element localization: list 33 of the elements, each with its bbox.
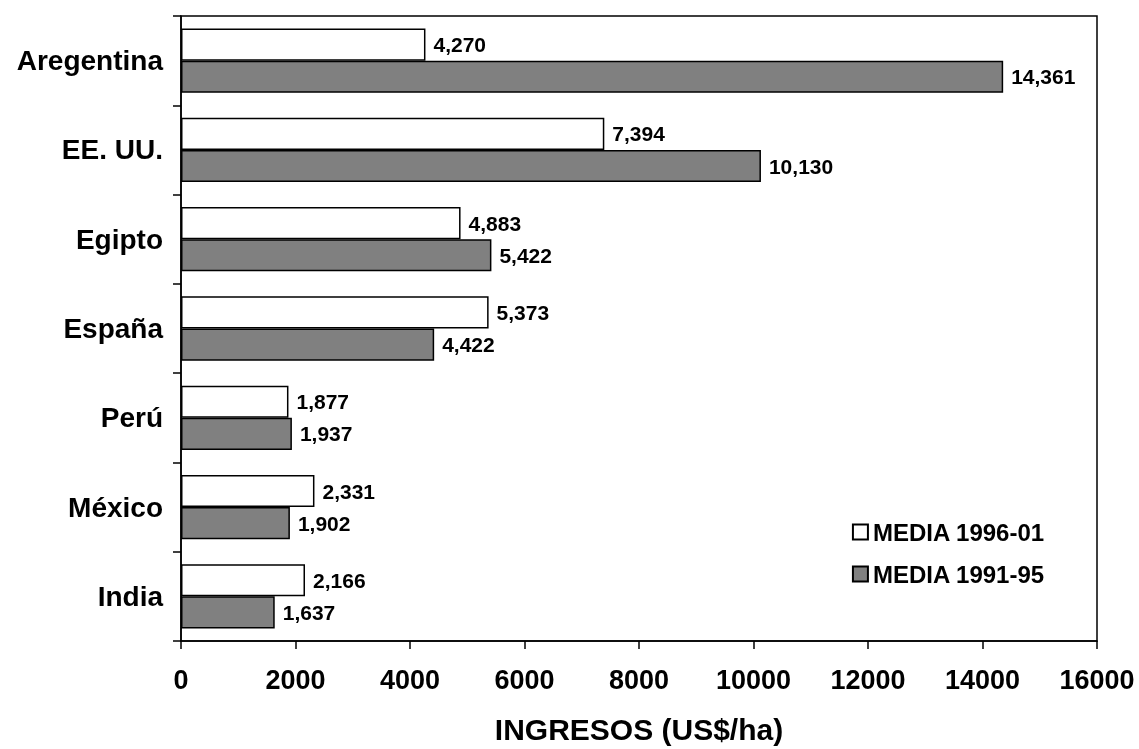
data-label: 4,270 <box>433 33 487 57</box>
x-tick-label: 12000 <box>830 664 906 695</box>
x-tick-label: 2000 <box>265 664 326 695</box>
legend-label: MEDIA 1996-01 <box>872 518 1045 546</box>
x-tick-label: 0 <box>173 664 189 695</box>
data-label: 1,937 <box>299 422 353 446</box>
x-tick-label: 4000 <box>379 664 441 695</box>
data-label: 14,361 <box>1011 65 1076 89</box>
y-tick-label: Perú <box>100 402 163 434</box>
y-tick-label: México <box>68 491 163 523</box>
data-label: 2,166 <box>313 568 366 592</box>
data-label: 4,422 <box>442 333 495 357</box>
data-label: 5,422 <box>499 243 552 267</box>
y-tick-label: Aregentina <box>16 45 164 77</box>
x-tick-label: 6000 <box>494 664 555 695</box>
x-tick-label: 8000 <box>608 664 670 695</box>
legend-label: MEDIA 1991-95 <box>872 560 1045 588</box>
y-tick-label: India <box>97 580 164 612</box>
y-tick-label: Egipto <box>75 223 163 255</box>
data-label: 2,331 <box>322 479 376 503</box>
x-tick-label: 10000 <box>715 664 792 695</box>
x-tick-label: 14000 <box>944 664 1021 695</box>
data-label: 1,637 <box>282 600 336 624</box>
data-label: 1,877 <box>296 390 350 414</box>
data-label: 1,902 <box>297 511 351 535</box>
data-label: 7,394 <box>612 122 666 146</box>
x-tick-label: 16000 <box>1059 664 1135 695</box>
y-tick-label: EE. UU. <box>61 134 163 166</box>
y-tick-label: España <box>63 313 164 344</box>
data-label: 4,883 <box>468 211 522 235</box>
data-label: 10,130 <box>768 154 834 178</box>
data-label: 5,373 <box>496 300 550 324</box>
x-axis-title: INGRESOS (US$/ha) <box>494 712 784 746</box>
